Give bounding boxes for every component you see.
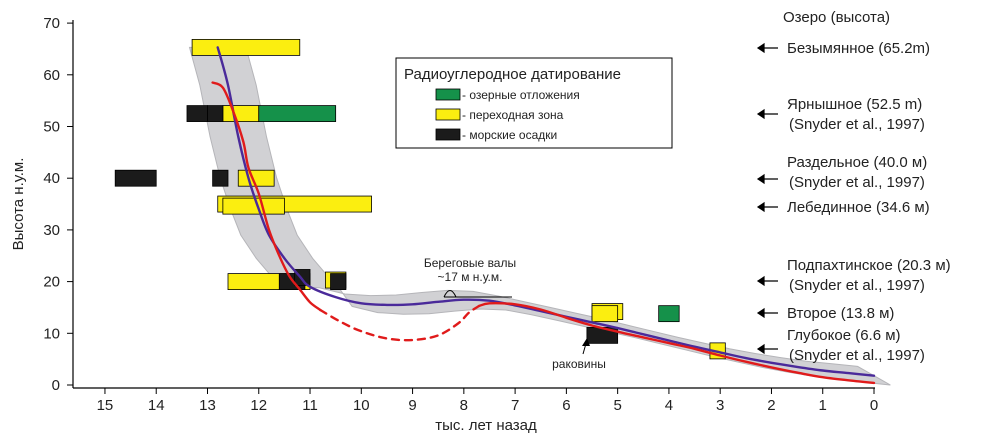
arrow-icon [756, 201, 778, 213]
arrow-icon [756, 307, 778, 319]
x-tick-label: 15 [97, 397, 114, 414]
lake-list: Озеро (высота) Безымянное (65.2m) Ярнышн… [756, 9, 951, 364]
lake-ref-glubokoe: (Snyder et al., 1997) [789, 347, 925, 364]
legend-label-marine: - морские осадки [462, 128, 557, 142]
y-axis-title: Высота н.у.м. [10, 158, 27, 251]
transition-zone-sample [222, 105, 260, 122]
marine-sediment-sample [330, 273, 347, 291]
legend-label-transition: - переходная зона [462, 108, 564, 122]
arrow-icon [756, 42, 778, 54]
beach-ridges-elevation-label: ~17 м н.у.м. [438, 270, 503, 284]
legend-swatch-transition [435, 108, 461, 121]
y-tick-label: 30 [43, 222, 60, 239]
lake-name-podpakhtinskoe: Подпахтинское (20.3 м) [787, 257, 951, 274]
x-tick-label: 14 [148, 397, 165, 414]
envelope-band [188, 46, 891, 386]
marine-sediment-sample [207, 105, 224, 122]
arrow-icon [756, 108, 778, 120]
x-tick-label: 2 [767, 397, 775, 414]
lake-ref-podpakhtinskoe: (Snyder et al., 1997) [789, 277, 925, 294]
y-tick-label: 50 [43, 119, 60, 136]
x-tick-label: 10 [353, 397, 370, 414]
lake-name-bezymyannoe: Безымянное (65.2m) [787, 40, 930, 57]
lake-sediment-sample [658, 305, 680, 323]
shells-pointer-arrowhead [582, 338, 590, 346]
legend-swatch-lake [435, 88, 461, 101]
lake-name-glubokoe: Глубокое (6.6 м) [787, 327, 901, 344]
trend-line [478, 302, 876, 385]
x-tick-label: 8 [460, 397, 468, 414]
x-tick-label: 9 [408, 397, 416, 414]
marine-sediment-sample [186, 105, 208, 122]
y-tick-label: 10 [43, 325, 60, 342]
x-tick-label: 5 [613, 397, 621, 414]
lake-list-header: Озеро (высота) [783, 9, 890, 26]
y-tick-label: 40 [43, 170, 60, 187]
annotations: Береговые валы ~17 м н.у.м. раковины [424, 256, 606, 371]
legend-title: Радиоуглеродное датирование [404, 66, 621, 83]
x-tick-label: 11 [302, 397, 318, 414]
lake-ref-yarnyshnoe: (Snyder et al., 1997) [789, 116, 925, 133]
lake-name-lebedinnoe: Лебединное (34.6 м) [787, 199, 930, 216]
legend-swatch-marine [435, 128, 461, 141]
lake-name-vtoroe: Второе (13.8 м) [787, 305, 894, 322]
lake-name-yarnyshnoe: Ярнышное (52.5 m) [787, 96, 922, 113]
lake-name-razdelnoe: Раздельное (40.0 м) [787, 154, 927, 171]
axes [72, 20, 875, 389]
x-tick-label: 1 [819, 397, 827, 414]
y-tick-label: 0 [52, 377, 60, 394]
x-tick-label: 7 [511, 397, 519, 414]
transition-zone-sample [222, 197, 285, 215]
transition-zone-sample [191, 38, 301, 56]
marine-sediment-sample [114, 169, 157, 187]
y-tick-label: 70 [43, 15, 60, 32]
x-tick-label: 3 [716, 397, 724, 414]
lake-ref-razdelnoe: (Snyder et al., 1997) [789, 174, 925, 191]
trend-line [211, 81, 322, 312]
sample-boxes [114, 38, 726, 360]
beach-ridge-mound-icon [443, 290, 457, 298]
arrow-icon [756, 343, 778, 355]
legend: Радиоуглеродное датирование - озерные от… [395, 57, 673, 149]
x-tick-label: 13 [199, 397, 216, 414]
trend-line [216, 46, 876, 377]
x-tick-label: 6 [562, 397, 570, 414]
y-tick-label: 60 [43, 67, 60, 84]
trend-lines [211, 46, 876, 385]
legend-label-lake: - озерные отложения [462, 88, 580, 102]
arrow-icon [756, 275, 778, 287]
arrow-icon [756, 173, 778, 185]
trend-line [319, 304, 481, 342]
x-tick-label: 4 [665, 397, 673, 414]
beach-ridges-label: Береговые валы [424, 256, 516, 270]
x-tick-label: 12 [250, 397, 267, 414]
x-tick-label: 0 [870, 397, 878, 414]
marine-sediment-sample [212, 169, 229, 187]
lake-sediment-sample [258, 105, 337, 122]
x-axis-title: тыс. лет назад [435, 417, 537, 434]
transition-zone-sample [591, 305, 619, 323]
y-tick-label: 20 [43, 274, 60, 291]
shells-label: раковины [552, 357, 606, 371]
